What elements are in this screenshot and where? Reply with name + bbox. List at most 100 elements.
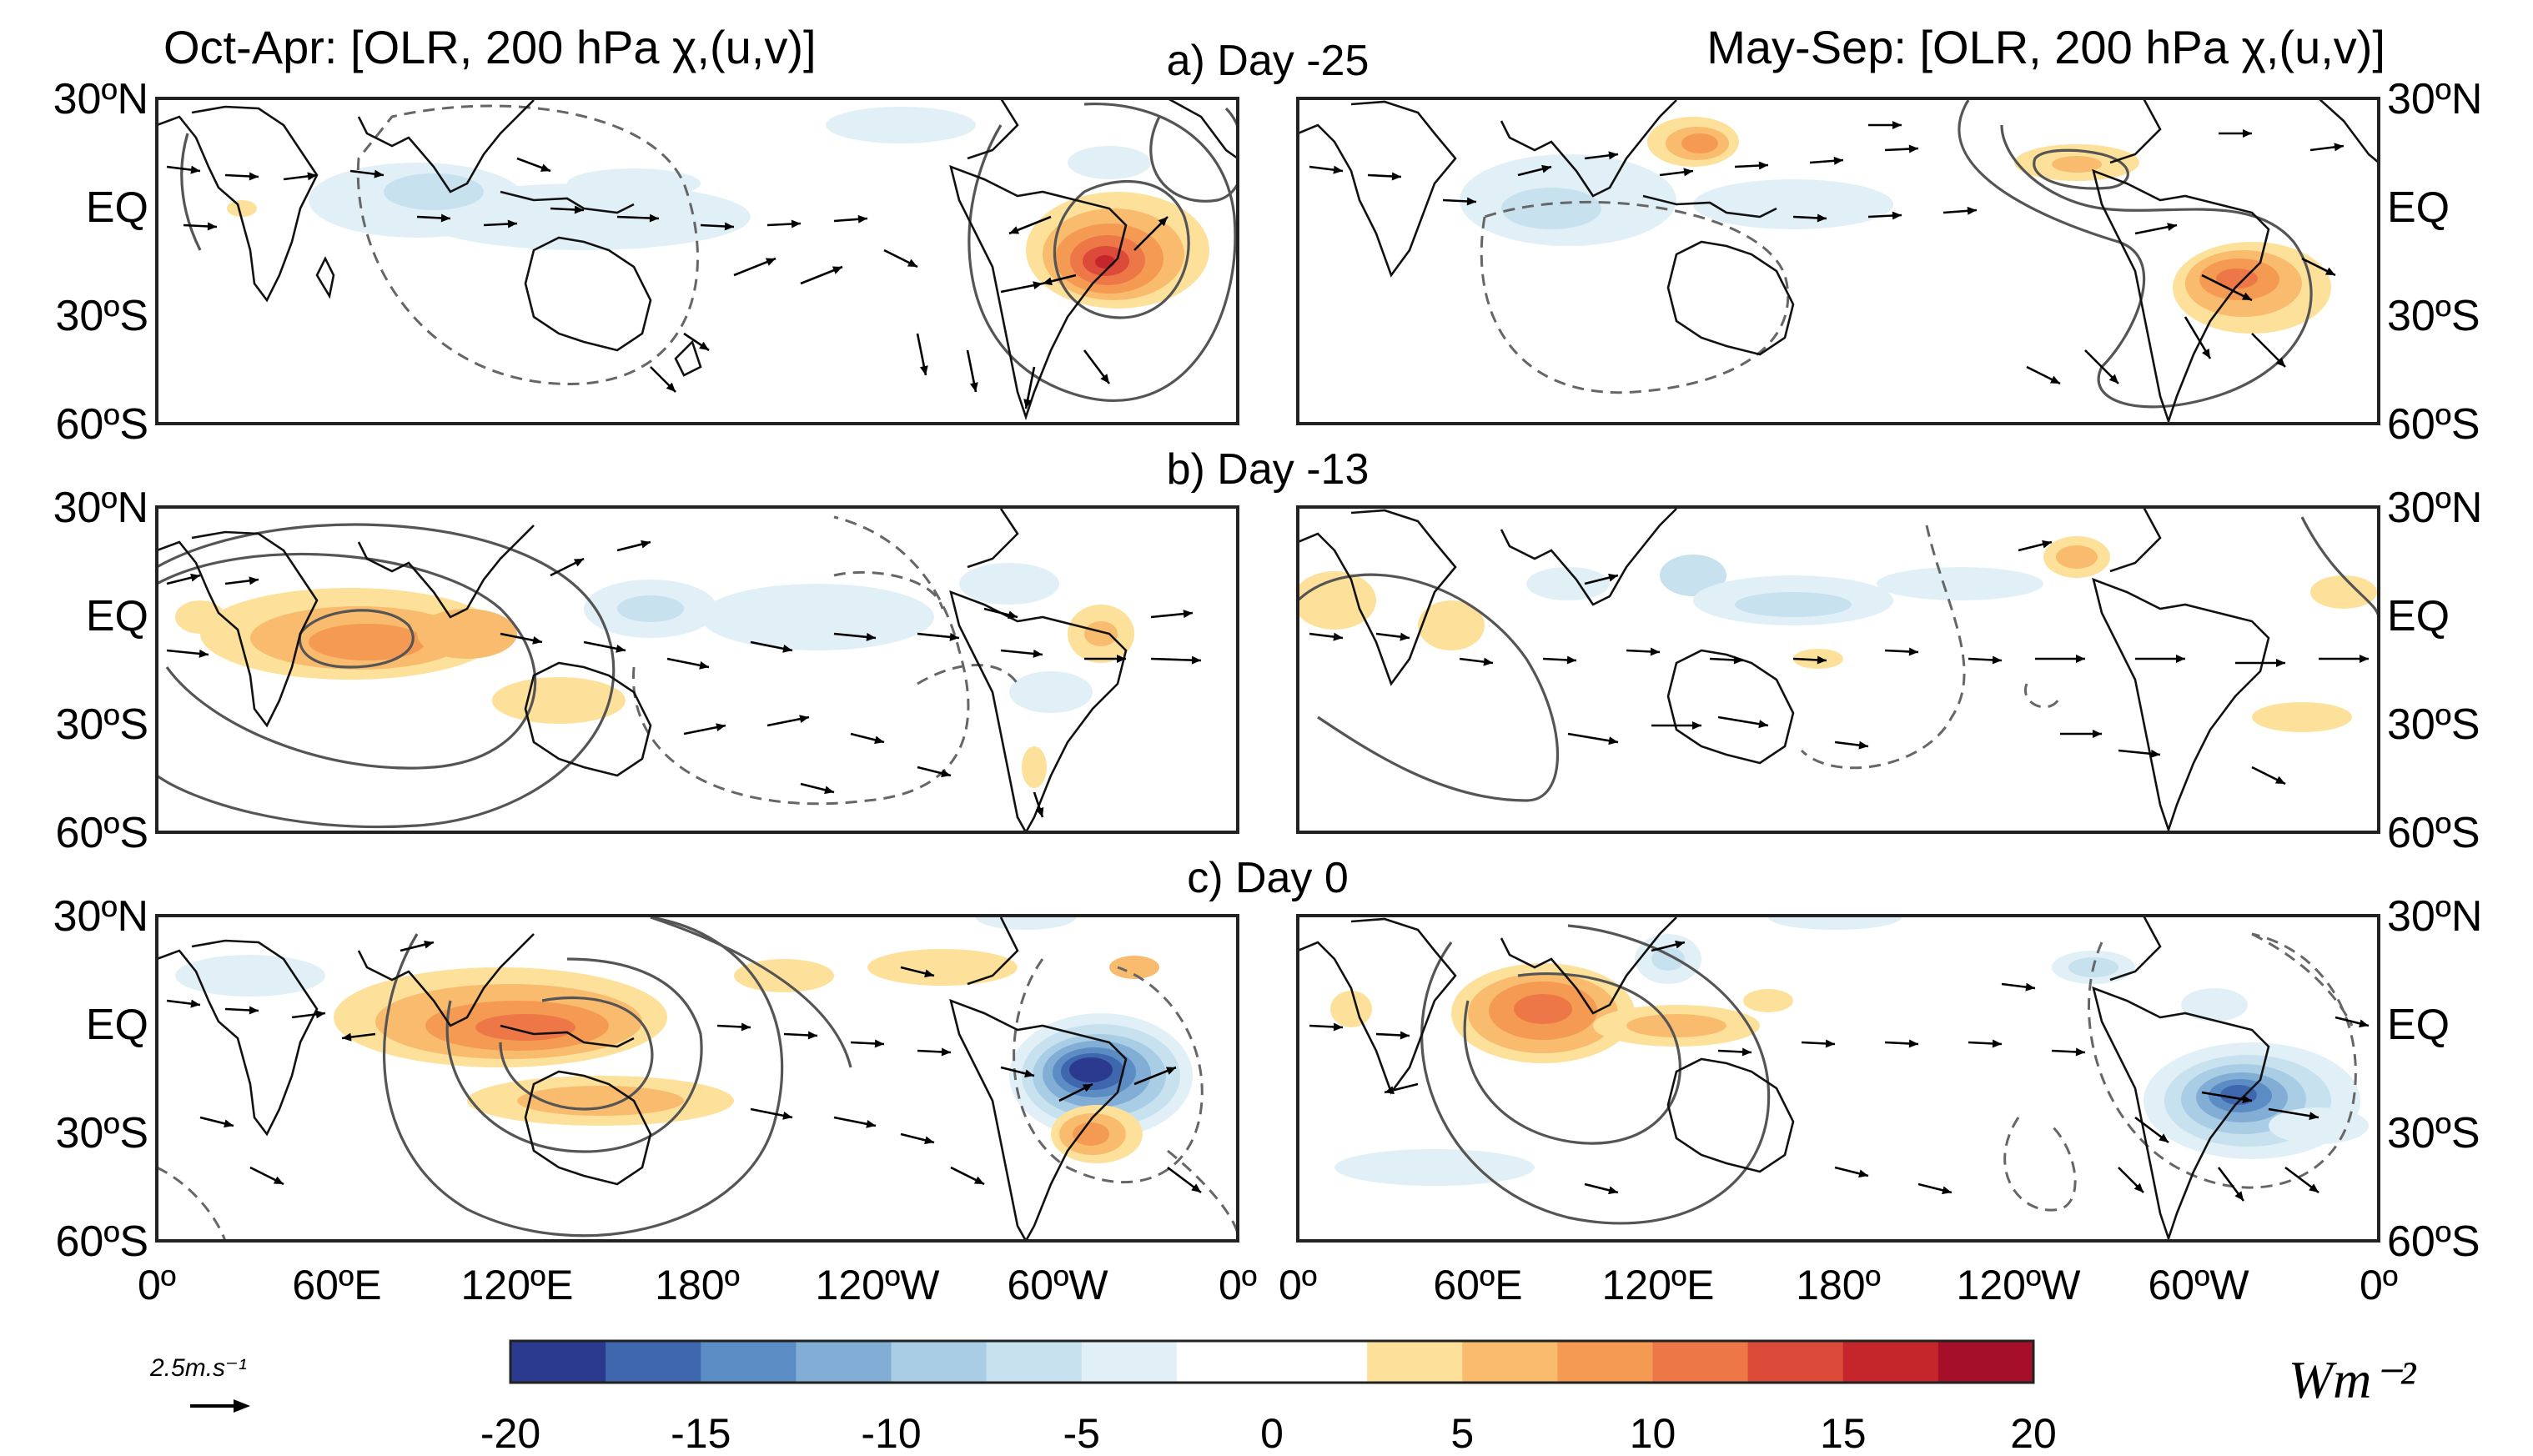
wind-vector-arrowhead xyxy=(1400,632,1410,641)
wind-vector-arrowhead xyxy=(1908,1039,1918,1048)
wind-vectors xyxy=(1309,540,2369,786)
row-title-b: b) Day -13 xyxy=(1167,445,1370,494)
wind-vector-arrowhead xyxy=(199,649,209,658)
wind-vector-arrowhead xyxy=(866,1119,876,1128)
wind-vector-arrowhead xyxy=(1758,720,1768,729)
wind-vector-arrowhead xyxy=(1992,1039,2002,1048)
x-tick-label-right-1: 60ºE xyxy=(1433,1262,1522,1308)
wind-vectors xyxy=(166,157,1168,409)
wind-vector-arrowhead xyxy=(2176,655,2185,663)
colorbar-segment-4 xyxy=(891,1341,988,1383)
wind-vector-arrowhead xyxy=(2274,776,2285,784)
wind-vector-arrowhead xyxy=(1541,164,1551,173)
panel-frames xyxy=(155,97,2380,1243)
wind-vector-arrowhead xyxy=(2076,655,2085,663)
y-tick-label-right-r0-0: 30ºN xyxy=(2387,75,2482,123)
wind-vector-arrowhead xyxy=(1967,206,1977,215)
wind-vector-arrowhead xyxy=(799,715,809,724)
wind-vector-arrowhead xyxy=(765,258,776,266)
wind-vector-arrowhead xyxy=(649,213,659,223)
wind-vector-arrowhead xyxy=(2167,223,2177,232)
wind-vector-arrowhead xyxy=(307,172,317,181)
wind-vector-arrowhead xyxy=(1035,806,1044,817)
wind-vector-arrowhead xyxy=(2159,1133,2169,1142)
wind-vector-arrowhead xyxy=(1741,1047,1751,1057)
panel-b-right xyxy=(1296,505,2380,834)
wind-vector-arrowhead xyxy=(573,559,584,567)
wind-vector-arrowhead xyxy=(224,1119,234,1128)
wind-vector-arrowhead xyxy=(1117,655,1126,663)
colorbar-segment-10 xyxy=(1557,1341,1653,1383)
wind-vector-arrowhead xyxy=(207,222,217,231)
y-tick-label-right-r1-1: EQ xyxy=(2387,592,2450,640)
y-tick-label-left-r0-2: 30ºS xyxy=(55,292,148,340)
wind-vector-arrowhead xyxy=(1165,1067,1176,1075)
wind-vector-arrowhead xyxy=(190,999,200,1008)
wind-vector-arrowhead xyxy=(1825,1039,1835,1048)
wind-vector-arrowhead xyxy=(1908,647,1918,656)
wind-vector-arrowhead xyxy=(2359,1019,2369,1028)
panel-a-left-content xyxy=(157,98,1238,421)
wind-vector-arrowhead xyxy=(1817,213,1827,223)
y-tick-label-left-r1-2: 30ºS xyxy=(55,700,148,749)
y-tick-label-left-r2-1: EQ xyxy=(86,1001,148,1049)
wind-vector-arrowhead xyxy=(724,222,734,231)
colorbar-tick-label-3: -5 xyxy=(1063,1410,1100,1456)
wind-vector-arrowhead xyxy=(2309,1112,2319,1121)
wind-vector-arrowhead xyxy=(440,213,450,223)
colorbar-segment-13 xyxy=(1842,1341,1939,1383)
wind-vector-arrowhead xyxy=(1608,151,1618,160)
wind-vector-arrowhead xyxy=(1033,649,1043,658)
wind-vector-arrowhead xyxy=(1566,655,1576,665)
x-tick-label-right-3: 180º xyxy=(1796,1262,1881,1308)
y-tick-label-right-r1-3: 60ºS xyxy=(2387,809,2480,857)
colorbar-tick-label-4: 0 xyxy=(1260,1410,1284,1456)
wind-vector-arrowhead xyxy=(1024,1069,1034,1078)
colorbar-tick-label-7: 15 xyxy=(1820,1410,1867,1456)
x-tick-label-right-2: 120ºE xyxy=(1601,1262,1714,1308)
wind-vector-arrowhead xyxy=(1483,657,1493,666)
wind-vector-arrowhead xyxy=(1033,281,1043,290)
colorbar-segment-7 xyxy=(1176,1341,1368,1383)
wind-vector-arrowhead xyxy=(2360,655,2369,663)
vector-reference-label: 2.5m.s⁻¹ xyxy=(149,1354,247,1382)
x-tick-label-left-0: 0º xyxy=(138,1262,176,1308)
wind-vector-arrowhead xyxy=(941,1047,951,1057)
wind-vector-arrowhead xyxy=(2324,267,2335,275)
wind-vector-arrowhead xyxy=(973,1176,984,1184)
wind-vector-arrowhead xyxy=(1942,1186,1952,1195)
wind-vector-arrowhead xyxy=(1023,399,1033,409)
wind-vector-arrowhead xyxy=(1100,374,1109,384)
wind-vector-arrowhead xyxy=(824,786,834,795)
wind-vector-arrowhead xyxy=(924,969,934,978)
colorbar-frame xyxy=(509,1339,2035,1384)
colorbar xyxy=(510,1341,2034,1383)
colorbar-segment-5 xyxy=(986,1341,1083,1383)
y-tick-label-left-r2-3: 60ºS xyxy=(55,1218,148,1266)
wind-vector-arrowhead xyxy=(315,1010,325,1019)
wind-vector-arrowhead xyxy=(249,1006,259,1015)
wind-vector-arrowhead xyxy=(1191,655,1201,665)
x-tick-label-left-6: 0º xyxy=(1219,1262,1257,1308)
wind-vector-arrowhead xyxy=(924,1136,934,1145)
wind-vector-arrowhead xyxy=(1608,736,1618,746)
wind-vector-arrowhead xyxy=(1333,1022,1343,1032)
wind-vector-arrowhead xyxy=(2108,374,2118,384)
header-left: Oct-Apr: [OLR, 200 hPa χ,(u,v)] xyxy=(163,21,817,73)
y-tick-label-right-r2-1: EQ xyxy=(2387,1001,2450,1049)
wind-vector-arrowhead xyxy=(716,723,726,732)
panel-b-left-content xyxy=(157,508,1202,832)
wind-vector-arrowhead xyxy=(1992,655,2002,665)
y-axis-ticks: 30ºN 30ºN EQ EQ 30ºS 30ºS 60ºS 60ºS 30ºN 30ºN EQ EQ… xyxy=(53,75,2483,1266)
wind-vector-arrowhead xyxy=(2049,375,2060,384)
colorbar-tick-label-8: 20 xyxy=(2010,1410,2057,1456)
wind-vector-arrowhead xyxy=(190,165,200,174)
wind-vector-arrowhead xyxy=(641,540,651,549)
colorbar-segment-2 xyxy=(701,1341,797,1383)
header-right: May-Sep: [OLR, 200 hPa χ,(u,v)] xyxy=(1706,21,2385,73)
colorbar-units: Wm⁻² xyxy=(2289,1350,2417,1409)
wind-vector-arrowhead xyxy=(532,635,542,645)
wind-vector-arrowhead xyxy=(2150,749,2160,758)
colorbar-segment-9 xyxy=(1462,1341,1558,1383)
wind-vectors xyxy=(166,940,1202,1194)
